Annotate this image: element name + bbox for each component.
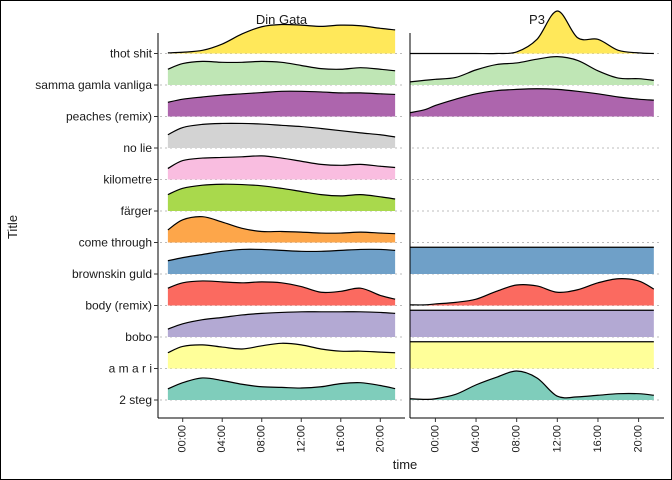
ridge-line-a-m-a-r-i [167, 342, 396, 354]
ridge-area-2-steg [410, 371, 654, 400]
ridge-area-samma-gamla-vanliga [410, 56, 654, 85]
x-tick-label: 00:00 [177, 425, 189, 453]
y-tick-label: kilometre [103, 173, 152, 187]
ridge-line-samma-gamla-vanliga [167, 60, 396, 72]
ridge-line-body-remix [409, 278, 655, 306]
panel-title: Din Gata [256, 12, 308, 27]
ridge-line-thot-shit [167, 23, 396, 54]
x-tick-label: 20:00 [633, 425, 645, 453]
y-tick-label: 2 steg [119, 393, 152, 407]
x-tick-label: 08:00 [256, 425, 268, 453]
panel-title: P3 [529, 12, 545, 27]
ridge-line-body-remix [167, 280, 396, 300]
x-tick-label: 12:00 [295, 425, 307, 453]
panel-din-gata: Din Gata [157, 12, 405, 419]
y-tick-label: färger [121, 204, 152, 218]
ridge-line-2-steg [167, 377, 396, 390]
ridge-area-peaches-remix [410, 88, 654, 117]
ridge-area-thot-shit [410, 10, 654, 54]
ridge-line-farger [167, 183, 396, 200]
ridge-line-kilometre [167, 155, 396, 169]
y-axis-title: Title [5, 215, 20, 239]
ridge-area-samma-gamla-vanliga [167, 61, 396, 85]
ridge-area-kilometre [167, 155, 396, 180]
y-tick-label: a m a r i [109, 362, 152, 376]
ridge-area-thot-shit [167, 24, 396, 54]
ridge-line-no-lie [167, 122, 396, 138]
ridge-area-no-lie [167, 123, 396, 148]
ridge-area-farger [167, 184, 396, 211]
ridge-area-body-remix [410, 278, 654, 306]
ridge-area-a-m-a-r-i [410, 341, 654, 369]
y-tick-label: samma gamla vanliga [35, 78, 152, 92]
y-tick-label: body (remix) [85, 299, 152, 313]
y-tick-label: peaches (remix) [66, 110, 152, 124]
x-tick-label: 00:00 [429, 425, 441, 453]
ridge-line-thot-shit [410, 10, 654, 55]
ridge-line-peaches-remix [409, 88, 654, 114]
x-axis-p3: 00:00 04:00 08:00 12:00 16:00 20:00 [429, 418, 645, 453]
ridge-area-brownskin-guld [167, 249, 396, 274]
ridge-area-brownskin-guld [410, 247, 654, 274]
panel-p3: P3 [409, 10, 664, 419]
ridge-line-brownskin-guld [167, 248, 396, 262]
ridge-line-come-through [167, 216, 396, 235]
ridge-area-peaches-remix [167, 91, 396, 117]
y-tick-label: brownskin guld [72, 267, 152, 281]
ridge-line-bobo [167, 311, 396, 330]
ridge-line-samma-gamla-vanliga [409, 56, 654, 83]
ridge-line-2-steg [409, 370, 654, 400]
x-axis-din-gata: 00:00 04:00 08:00 12:00 16:00 20:00 [177, 418, 386, 453]
y-tick-label: come through [79, 236, 152, 250]
y-tick-label: bobo [125, 330, 152, 344]
ridge-area-a-m-a-r-i [167, 343, 396, 369]
y-tick-label: no lie [123, 141, 152, 155]
y-tick-label: thot shit [110, 47, 153, 61]
ridge-area-2-steg [167, 377, 396, 400]
x-tick-label: 16:00 [335, 425, 347, 453]
x-tick-label: 12:00 [551, 425, 563, 453]
x-axis-title: time [393, 457, 418, 472]
ridge-line-peaches-remix [167, 90, 396, 103]
ridge-area-body-remix [167, 280, 396, 306]
x-tick-label: 16:00 [592, 425, 604, 453]
ridge-area-bobo [167, 311, 396, 337]
x-tick-label: 08:00 [511, 425, 523, 453]
x-tick-label: 20:00 [374, 425, 386, 453]
x-tick-label: 04:00 [470, 425, 482, 453]
x-tick-label: 04:00 [216, 425, 228, 453]
ridge-area-bobo [410, 310, 654, 337]
